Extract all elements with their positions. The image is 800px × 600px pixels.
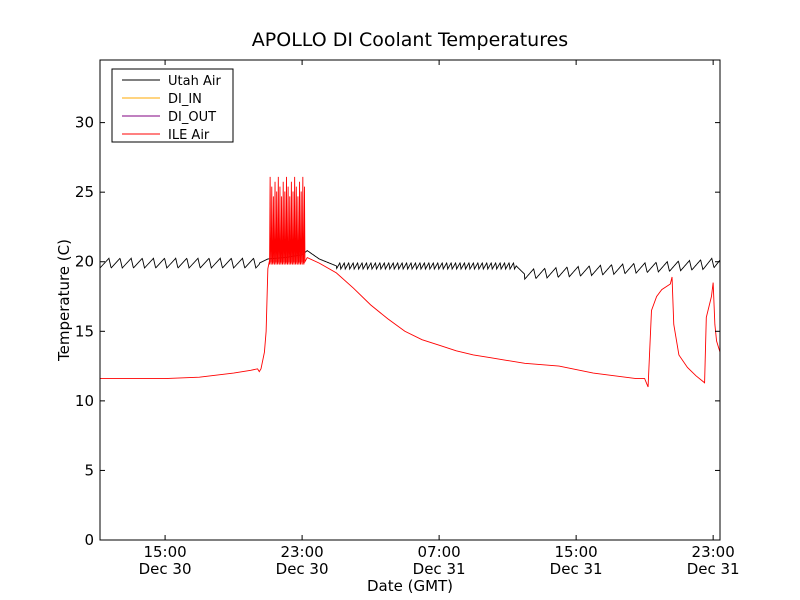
- y-tick-label: 5: [84, 461, 94, 479]
- chart-title: APOLLO DI Coolant Temperatures: [252, 29, 568, 51]
- x-axis-label: Date (GMT): [367, 577, 453, 595]
- legend-label: DI_IN: [168, 92, 202, 107]
- legend-label: ILE Air: [168, 128, 210, 143]
- y-tick-label: 25: [75, 183, 94, 201]
- series-line-0: [100, 250, 720, 281]
- legend-label: Utah Air: [168, 74, 221, 89]
- y-tick-label: 15: [75, 322, 94, 340]
- y-axis-label: Temperature (C): [55, 239, 73, 362]
- y-tick-label: 10: [75, 392, 94, 410]
- legend-label: DI_OUT: [168, 110, 216, 125]
- x-tick-label-date: Dec 31: [550, 560, 603, 578]
- x-tick-label-time: 23:00: [280, 543, 323, 561]
- x-tick-label-date: Dec 31: [687, 560, 740, 578]
- x-tick-label-time: 23:00: [692, 543, 735, 561]
- series-line-3: [100, 176, 720, 388]
- x-tick-label-date: Dec 31: [413, 560, 466, 578]
- legend-box: [111, 68, 234, 143]
- x-tick-label-date: Dec 30: [276, 560, 329, 578]
- x-tick-label-time: 15:00: [555, 543, 598, 561]
- x-tick-label-time: 07:00: [417, 543, 460, 561]
- x-tick-label-time: 15:00: [143, 543, 186, 561]
- x-tick-label-date: Dec 30: [139, 560, 192, 578]
- plot-frame: [99, 59, 721, 541]
- y-tick-label: 0: [84, 531, 94, 549]
- y-tick-label: 30: [75, 114, 94, 132]
- series-layer: [100, 176, 720, 388]
- y-tick-label: 20: [75, 253, 94, 271]
- legend: Utah Air DI_IN DI_OUT ILE Air: [111, 68, 234, 143]
- y-axis: 0 5 10 15 20 25 30: [75, 114, 720, 549]
